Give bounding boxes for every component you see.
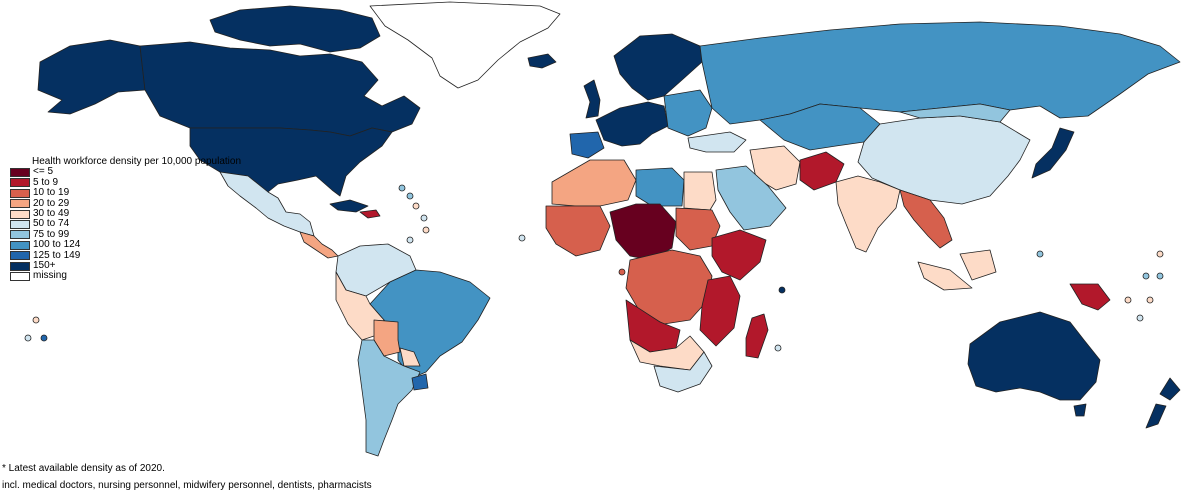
region-turkey	[687, 131, 747, 153]
legend-item: 30 to 49	[10, 207, 241, 219]
region-iberia	[569, 131, 605, 159]
legend-swatch	[10, 240, 30, 250]
region-cuba	[329, 199, 369, 213]
legend-label: 125 to 149	[33, 249, 81, 261]
footnote-latest-density: * Latest available density as of 2020.	[2, 463, 165, 474]
region-europe-west	[595, 101, 669, 147]
region-borneo	[959, 249, 997, 281]
legend-label: 20 to 29	[33, 197, 70, 209]
legend-item: missing	[10, 270, 241, 282]
legend-label: 75 to 99	[33, 228, 70, 240]
region-iceland	[527, 53, 557, 69]
region-india	[835, 175, 901, 253]
region-tasmania	[1073, 403, 1087, 417]
legend-swatch	[10, 168, 30, 178]
region-egypt	[683, 171, 717, 211]
legend-item: 20 to 29	[10, 197, 241, 209]
region-east-africa	[699, 275, 741, 347]
legend-item: 5 to 9	[10, 176, 241, 188]
legend-item: 100 to 124	[10, 239, 241, 251]
region-madagascar	[745, 313, 769, 359]
legend-swatch	[10, 261, 30, 271]
region-north-africa-west	[551, 159, 637, 207]
legend-item: 150+	[10, 259, 241, 271]
region-ethiopia	[711, 229, 767, 281]
region-canada-arctic	[209, 5, 381, 53]
legend-label: 30 to 49	[33, 207, 70, 219]
region-south-africa	[653, 351, 713, 393]
legend-label: 10 to 19	[33, 187, 70, 199]
region-uk	[583, 79, 601, 119]
region-dr-congo	[625, 249, 713, 325]
legend-label: 100 to 124	[33, 239, 81, 251]
region-new-zealand	[1145, 377, 1181, 429]
region-canada	[139, 41, 421, 137]
legend-item: <= 5	[10, 166, 241, 178]
legend-item: 50 to 74	[10, 218, 241, 230]
legend-swatch	[10, 199, 30, 209]
region-hispaniola	[359, 209, 381, 219]
legend-label: 150+	[33, 259, 56, 271]
region-southeast-asia	[899, 189, 953, 249]
legend-label: 50 to 74	[33, 218, 70, 230]
region-alaska	[37, 39, 146, 115]
small-island-markers	[24, 184, 1164, 352]
legend-item: 125 to 149	[10, 249, 241, 261]
region-uruguay	[411, 373, 429, 391]
footnote-included-personnel: incl. medical doctors, nursing personnel…	[2, 480, 372, 491]
region-papua-new-guinea	[1069, 283, 1111, 311]
legend-item: 75 to 99	[10, 228, 241, 240]
region-argentina	[357, 339, 421, 457]
region-mongolia	[899, 103, 1011, 123]
region-indonesia	[917, 261, 973, 291]
legend-swatch	[10, 230, 30, 240]
region-japan	[1031, 127, 1075, 179]
region-chad	[609, 203, 677, 261]
legend-label: missing	[33, 270, 67, 282]
legend-swatch	[10, 251, 30, 261]
region-central-america	[299, 231, 339, 259]
legend-swatch	[10, 220, 30, 230]
legend-item: 10 to 19	[10, 187, 241, 199]
region-west-africa	[545, 205, 611, 257]
legend-swatch	[10, 209, 30, 219]
region-libya	[635, 167, 685, 207]
region-scandinavia	[613, 33, 703, 101]
legend-label: <= 5	[33, 166, 54, 178]
legend-swatch	[10, 188, 30, 198]
legend: Health workforce density per 10,000 popu…	[10, 156, 242, 282]
region-greenland	[369, 1, 561, 89]
region-saudi-arabia	[715, 165, 787, 231]
region-europe-east	[663, 89, 713, 137]
region-australia	[967, 311, 1101, 401]
legend-swatch	[10, 178, 30, 188]
legend-label: 5 to 9	[33, 176, 59, 188]
legend-swatch	[10, 272, 30, 281]
region-paraguay	[399, 347, 421, 367]
legend-title: Health workforce density per 10,000 popu…	[32, 156, 242, 167]
